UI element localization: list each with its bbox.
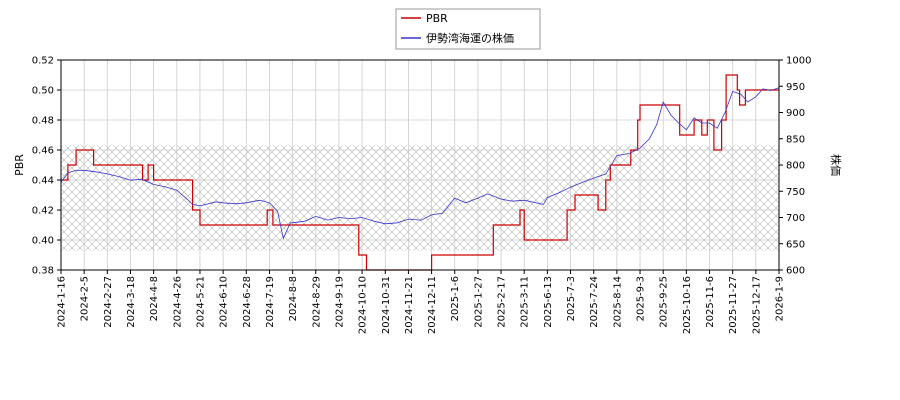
x-tick-label: 2025-11-27 <box>728 276 739 334</box>
right-tick-label: 950 <box>786 82 805 93</box>
right-tick-label: 850 <box>786 134 805 145</box>
left-tick-label: 0.44 <box>32 176 54 187</box>
x-tick-label: 2024-8-8 <box>288 276 299 321</box>
right-tick-label: 650 <box>786 239 805 250</box>
x-tick-label: 2025-2-17 <box>497 276 508 328</box>
series-line-price <box>60 87 780 240</box>
x-tick-label: 2025-9-3 <box>636 276 647 321</box>
x-tick-label: 2025-10-16 <box>682 276 693 334</box>
x-axis: 2024-1-16 2024-2-5 2024-2-27 2024-3-18 2024-… <box>57 270 786 334</box>
right-tick-label: 1000 <box>786 56 811 67</box>
x-tick-label: 2024-1-16 <box>57 276 68 328</box>
range-band <box>61 145 779 251</box>
x-tick-label: 2024-2-5 <box>80 276 91 321</box>
x-tick-label: 2024-10-31 <box>381 276 392 334</box>
left-tick-label: 0.40 <box>32 236 54 247</box>
x-tick-label: 2025-1-6 <box>450 276 461 321</box>
left-tick-label: 0.52 <box>32 56 54 67</box>
left-tick-label: 0.46 <box>32 146 54 157</box>
series-line-pbr <box>61 74 779 271</box>
legend: PBR 伊勢湾海運の株価 <box>395 8 541 50</box>
left-tick-label: 0.48 <box>32 116 54 127</box>
series-layer <box>60 74 780 271</box>
x-tick-label: 2025-7-3 <box>566 276 577 321</box>
x-tick-label: 2024-8-29 <box>311 276 322 328</box>
x-tick-label: 2024-6-10 <box>219 276 230 328</box>
right-axis-title: 株価 <box>829 154 843 176</box>
left-tick-label: 0.38 <box>32 266 54 277</box>
right-tick-label: 800 <box>786 161 805 172</box>
x-tick-label: 2025-7-24 <box>589 276 600 328</box>
x-tick-label: 2024-6-28 <box>242 276 253 328</box>
x-tick-label: 2025-11-6 <box>705 276 716 328</box>
legend-box <box>395 8 541 50</box>
right-tick-label: 900 <box>786 108 805 119</box>
x-tick-label: 2025-8-14 <box>612 276 623 328</box>
x-tick-label: 2024-2-27 <box>103 276 114 328</box>
right-axis: 600 650 700 750 800 850 900 950 1000 <box>779 56 811 277</box>
legend-label-price: 伊勢湾海運の株価 <box>426 31 514 45</box>
x-tick-label: 2024-3-18 <box>126 276 137 328</box>
x-tick-label: 2024-7-19 <box>265 276 276 328</box>
left-axis: 0.38 0.40 0.42 0.44 0.46 0.48 0.50 0.52 <box>32 56 61 277</box>
left-axis-title: PBR <box>13 154 26 176</box>
x-tick-label: 2025-12-17 <box>751 276 762 334</box>
x-tick-label: 2025-3-11 <box>520 276 531 328</box>
x-tick-label: 2026-1-9 <box>775 276 786 321</box>
x-tick-label: 2024-12-11 <box>427 276 438 334</box>
left-tick-label: 0.42 <box>32 206 54 217</box>
x-tick-label: 2024-4-8 <box>149 276 160 321</box>
x-tick-label: 2025-9-25 <box>659 276 670 328</box>
legend-label-pbr: PBR <box>426 12 448 25</box>
right-tick-label: 700 <box>786 213 805 224</box>
x-tick-label: 2024-9-19 <box>334 276 345 328</box>
x-tick-label: 2024-5-21 <box>195 276 206 328</box>
x-tick-label: 2024-10-10 <box>358 276 369 334</box>
x-tick-label: 2025-6-13 <box>543 276 554 328</box>
right-tick-label: 600 <box>786 266 805 277</box>
right-tick-label: 750 <box>786 187 805 198</box>
x-tick-label: 2025-1-27 <box>473 276 484 328</box>
x-tick-label: 2024-4-26 <box>172 276 183 328</box>
x-tick-label: 2024-11-21 <box>404 276 415 334</box>
left-tick-label: 0.50 <box>32 86 54 97</box>
